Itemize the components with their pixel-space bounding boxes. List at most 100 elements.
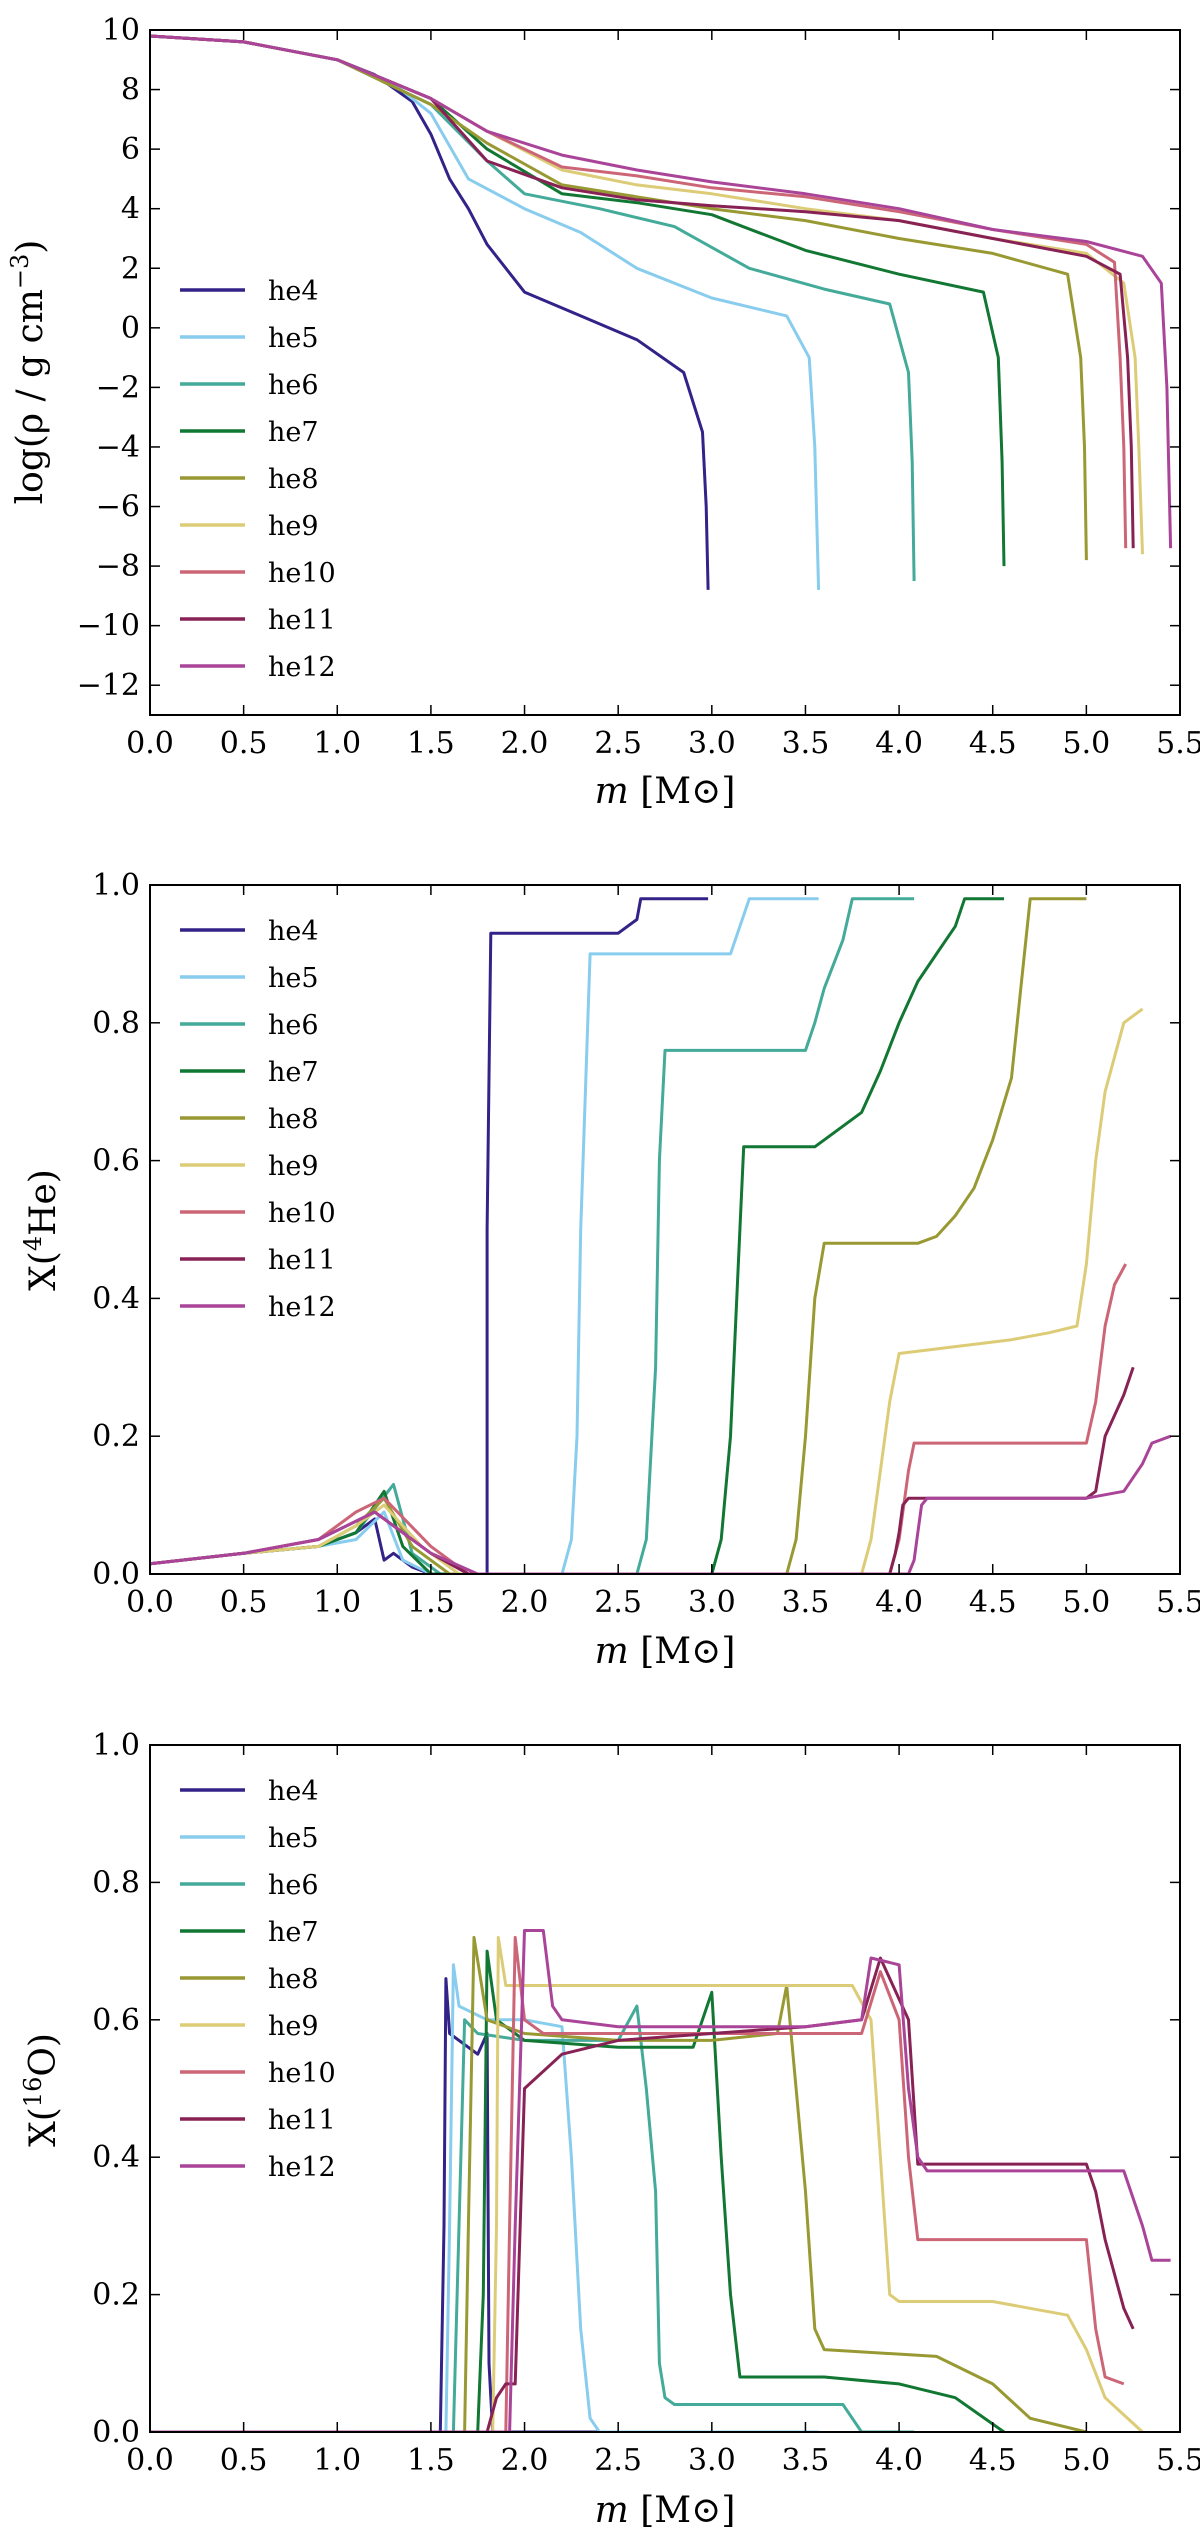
oxygen-legend-label-he6: he6 (268, 1870, 319, 1901)
helium-legend-label-he12: he12 (268, 1292, 336, 1323)
density-y-tick-label: −10 (77, 609, 140, 644)
helium-legend-label-he6: he6 (268, 1010, 319, 1041)
density-x-tick-label: 4.5 (969, 726, 1017, 761)
helium-legend-label-he5: he5 (268, 963, 319, 994)
helium-x-tick-label: 0.0 (126, 1585, 174, 1620)
density-legend-label-he4: he4 (268, 276, 319, 307)
oxygen-y-tick-label: 0.6 (92, 2003, 140, 2038)
density-legend-label-he9: he9 (268, 511, 319, 542)
oxygen-legend-label-he4: he4 (268, 1776, 319, 1807)
oxygen-x-tick-label: 5.0 (1063, 2443, 1111, 2478)
oxygen-x-tick-label: 4.0 (875, 2443, 923, 2478)
density-y-tick-label: −8 (96, 549, 140, 584)
oxygen-x-tick-label: 4.5 (969, 2443, 1017, 2478)
helium-legend-label-he4: he4 (268, 916, 319, 947)
density-x-tick-label: 2.0 (501, 726, 549, 761)
oxygen-x-axis-label: m [M⊙] (595, 2490, 736, 2531)
density-legend-label-he12: he12 (268, 652, 336, 683)
helium-series-he5 (150, 897, 819, 1574)
oxygen-legend-label-he7: he7 (268, 1917, 319, 1948)
oxygen-legend-label-he8: he8 (268, 1964, 319, 1995)
oxygen-y-tick-label: 0.0 (92, 2415, 140, 2450)
density-y-tick-label: 10 (102, 13, 140, 48)
density-legend-label-he11: he11 (268, 605, 336, 636)
oxygen-legend-label-he5: he5 (268, 1823, 319, 1854)
helium-y-tick-label: 0.8 (92, 1006, 140, 1041)
oxygen-y-tick-label: 0.2 (92, 2278, 140, 2313)
density-series-he4 (150, 34, 710, 590)
helium-series-group (150, 897, 1172, 1574)
density-y-ticks: 10 8 6 4 2 0 −2 −4 −6 −8 −10 −12 (77, 13, 1180, 703)
oxygen-series-he8 (150, 1935, 1087, 2432)
helium-series-he12 (150, 1434, 1172, 1574)
density-y-tick-label: 6 (121, 132, 140, 167)
oxygen-series-he10 (150, 1935, 1125, 2432)
density-y-tick-label: 4 (121, 192, 140, 227)
density-legend-label-he8: he8 (268, 464, 319, 495)
oxygen-axes-frame (149, 1744, 1181, 2433)
density-series-he8 (150, 34, 1088, 561)
oxygen-x-tick-label: 5.5 (1156, 2443, 1200, 2478)
helium-x-ticks: 0.0 0.5 1.0 1.5 2.0 2.5 3.0 3.5 4.0 4.5 5.0 5.5 (126, 885, 1200, 1620)
helium-x-tick-label: 2.5 (594, 1585, 642, 1620)
helium-legend-label-he11: he11 (268, 1245, 336, 1276)
oxygen-x-tick-label: 3.5 (782, 2443, 830, 2478)
helium-y-axis-label: X(4He) (19, 1169, 64, 1291)
oxygen-series-he7 (150, 1949, 1005, 2432)
density-legend: he4 he5 he6 he7 he8 he9 he10 he11 he12 (180, 276, 336, 683)
density-x-tick-label: 3.5 (782, 726, 830, 761)
helium-x-tick-label: 0.5 (220, 1585, 268, 1620)
density-series-he6 (150, 34, 916, 582)
helium-legend-label-he9: he9 (268, 1151, 319, 1182)
helium-series-he8 (150, 897, 1087, 1574)
density-y-tick-label: −4 (96, 430, 140, 465)
oxygen-y-ticks: 1.0 0.8 0.6 0.4 0.2 0.0 (92, 1728, 1180, 2450)
helium-series-he6 (150, 897, 915, 1574)
helium-x-tick-label: 5.0 (1063, 1585, 1111, 1620)
oxygen-x-tick-label: 3.0 (688, 2443, 736, 2478)
oxygen-x-tick-label: 2.5 (594, 2443, 642, 2478)
oxygen-series-he12 (150, 1929, 1171, 2432)
oxygen-legend-label-he11: he11 (268, 2105, 336, 2136)
density-x-tick-label: 3.0 (688, 726, 736, 761)
helium-legend: he4 he5 he6 he7 he8 he9 he10 he11 he12 (180, 916, 336, 1323)
density-legend-label-he5: he5 (268, 323, 319, 354)
density-series-he5 (150, 34, 821, 590)
oxygen-y-tick-label: 0.8 (92, 1865, 140, 1900)
density-y-tick-label: 0 (121, 311, 140, 346)
helium-x-tick-label: 1.0 (313, 1585, 361, 1620)
oxygen-y-axis-label: X(16O) (19, 2033, 64, 2147)
oxygen-x-tick-label: 0.5 (220, 2443, 268, 2478)
helium-x-tick-label: 5.5 (1156, 1585, 1200, 1620)
oxygen-x-tick-label: 2.0 (501, 2443, 549, 2478)
helium-y-tick-label: 0.6 (92, 1144, 140, 1179)
helium-x-tick-label: 3.5 (782, 1585, 830, 1620)
helium-x-tick-label: 4.0 (875, 1585, 923, 1620)
oxygen-y-tick-label: 1.0 (92, 1728, 140, 1763)
density-x-tick-label: 5.5 (1156, 726, 1200, 761)
density-x-tick-label: 0.5 (220, 726, 268, 761)
helium-axes-frame (149, 884, 1181, 1575)
oxygen-series-he6 (150, 2004, 915, 2432)
density-legend-label-he7: he7 (268, 417, 319, 448)
density-series-group (150, 34, 1173, 590)
density-y-tick-label: 2 (121, 251, 140, 286)
helium-series-he4 (150, 897, 709, 1574)
helium-legend-label-he8: he8 (268, 1104, 319, 1135)
density-x-tick-label: 1.0 (313, 726, 361, 761)
oxygen-legend-label-he9: he9 (268, 2011, 319, 2042)
helium-y-ticks: 1.0 0.8 0.6 0.4 0.2 0.0 (92, 868, 1180, 1592)
oxygen-series-he9 (150, 1935, 1144, 2432)
density-legend-label-he10: he10 (268, 558, 336, 589)
helium-series-he7 (150, 897, 1004, 1574)
density-x-tick-label: 4.0 (875, 726, 923, 761)
helium-y-tick-label: 1.0 (92, 868, 140, 903)
density-y-tick-label: −6 (96, 490, 140, 525)
helium-x-tick-label: 1.5 (407, 1585, 455, 1620)
density-y-tick-label: −2 (96, 370, 140, 405)
density-x-tick-label: 1.5 (407, 726, 455, 761)
density-y-tick-label: −12 (77, 668, 140, 703)
density-y-tick-label: 8 (121, 73, 140, 108)
helium-legend-label-he10: he10 (268, 1198, 336, 1229)
